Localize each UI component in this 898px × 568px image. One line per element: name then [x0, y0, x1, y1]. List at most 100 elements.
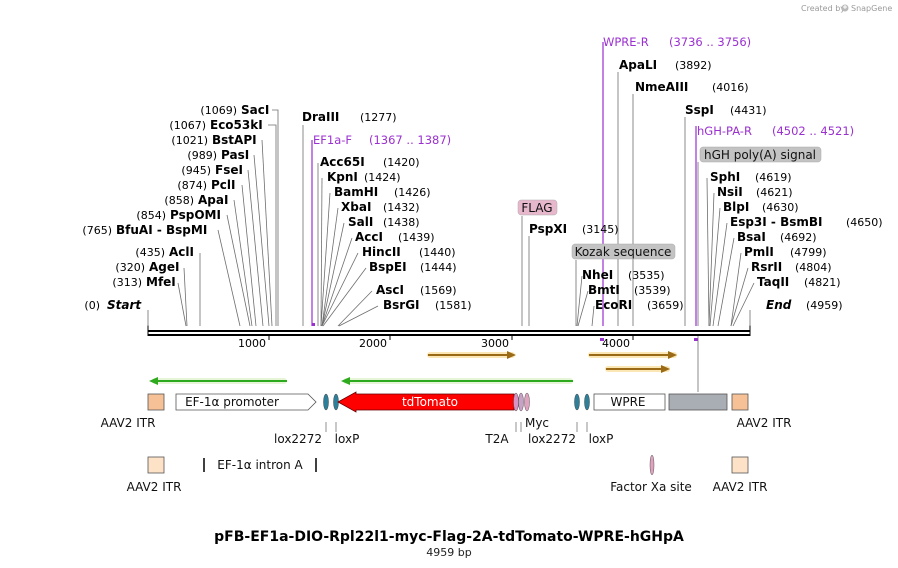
- enzyme-label[interactable]: BmtI: [588, 283, 620, 297]
- aav2-itr-left[interactable]: [147, 393, 165, 411]
- backbone-top-strand: [148, 330, 750, 332]
- site-position: (4431): [730, 104, 767, 117]
- site-position: (3892): [675, 59, 712, 72]
- primer-name[interactable]: WPRE-R: [603, 35, 649, 49]
- ef1a-promoter-arrow[interactable]: [175, 393, 317, 411]
- ruler-label: 1000: [238, 337, 266, 350]
- enzyme-label[interactable]: Eco53kI: [210, 118, 263, 132]
- primer-leaders: [311, 42, 697, 326]
- enzyme-label[interactable]: NsiI: [717, 185, 743, 199]
- plasmid-length: 4959 bp: [426, 546, 471, 559]
- primer-name[interactable]: EF1a-F: [313, 133, 352, 147]
- enzyme-label[interactable]: XbaI: [341, 200, 371, 214]
- ruler-label: 2000: [359, 337, 387, 350]
- wpre-feature[interactable]: WPRE: [593, 393, 666, 411]
- ruler-label: 3000: [481, 337, 509, 350]
- site-position: (1438): [383, 216, 420, 229]
- primer-range: (4502 .. 4521): [772, 124, 854, 138]
- enzyme-label[interactable]: SphI: [710, 170, 740, 184]
- enzyme-label[interactable]: BstAPI: [212, 133, 257, 147]
- kozak-box: [571, 243, 676, 260]
- snapgene-logo-icon: [841, 4, 849, 12]
- leader-sali: [321, 222, 345, 327]
- site-position: (1440): [419, 246, 456, 259]
- enzyme-label[interactable]: ApaI: [198, 193, 228, 207]
- enzyme-label[interactable]: KpnI: [327, 170, 358, 184]
- orf-arrows: [149, 351, 677, 385]
- site-position: (1067): [169, 119, 206, 132]
- site-position: (3659): [647, 299, 684, 312]
- aav2-itr-secondary-right[interactable]: [731, 456, 749, 474]
- site-position: (4692): [780, 231, 817, 244]
- enzyme-label[interactable]: SacI: [241, 103, 269, 117]
- flag-label[interactable]: FLAG: [521, 201, 552, 215]
- site-position: (4821): [804, 276, 841, 289]
- leader-bsrgi: [338, 305, 379, 327]
- site-position: (3535): [628, 269, 665, 282]
- site-position: (1424): [364, 171, 401, 184]
- factor-xa-mark[interactable]: [649, 454, 655, 476]
- enzyme-label[interactable]: BspEI: [369, 260, 407, 274]
- enzyme-label[interactable]: FseI: [215, 163, 243, 177]
- orf-arrowhead-icon: [341, 377, 350, 385]
- enzyme-label[interactable]: AccI: [355, 230, 383, 244]
- enzyme-label[interactable]: SalI: [348, 215, 373, 229]
- leader-xbai: [321, 207, 339, 327]
- left-enzyme-labels: (1069) SacI (1067) Eco53kI (1021) BstAPI…: [82, 103, 269, 312]
- orf-arrowhead-icon: [668, 351, 677, 359]
- t2a-mark[interactable]: [513, 392, 519, 412]
- enzyme-label[interactable]: RsrII: [751, 260, 782, 274]
- enzyme-label[interactable]: Acc65I: [320, 155, 365, 169]
- snapgene-branding[interactable]: Created by SnapGene: [801, 4, 892, 13]
- enzyme-label[interactable]: AscI: [376, 283, 404, 297]
- wpre-label: WPRE: [610, 395, 645, 409]
- enzyme-label[interactable]: DraIII: [302, 110, 339, 124]
- enzyme-label[interactable]: PspOMI: [170, 208, 221, 222]
- lox2272-left-mark[interactable]: [323, 393, 329, 411]
- enzyme-label[interactable]: PspXI: [529, 222, 567, 236]
- enzyme-label[interactable]: HincII: [362, 245, 401, 259]
- enzyme-label[interactable]: AgeI: [149, 260, 179, 274]
- hgh-polya-feature[interactable]: [668, 393, 728, 411]
- enzyme-label[interactable]: AclI: [169, 245, 194, 259]
- site-position: (765): [82, 224, 112, 237]
- flag-mark[interactable]: [518, 392, 524, 412]
- primer-name[interactable]: hGH-PA-R: [697, 124, 752, 138]
- ef1a-promoter-feature[interactable]: EF-1α promoter: [175, 393, 317, 411]
- enzyme-label[interactable]: PclI: [211, 178, 236, 192]
- enzyme-label[interactable]: TaqII: [757, 275, 789, 289]
- ef1a-intron-feature[interactable]: EF-1α intron A: [203, 458, 317, 472]
- leader-blpi: [709, 207, 721, 327]
- site-position: (3145): [582, 223, 619, 236]
- enzyme-label[interactable]: NmeAIII: [635, 80, 688, 94]
- enzyme-label[interactable]: PmlI: [744, 245, 774, 259]
- aav2-itr-right[interactable]: [731, 393, 749, 411]
- loxp-right-mark[interactable]: [584, 393, 590, 411]
- aav2-itr-secondary-left[interactable]: [147, 456, 165, 474]
- enzyme-label[interactable]: PasI: [221, 148, 249, 162]
- enzyme-label[interactable]: BfuAI - BspMI: [116, 223, 207, 237]
- hgh-polya-label[interactable]: hGH poly(A) signal: [704, 148, 816, 162]
- lox2272-right-mark[interactable]: [574, 393, 580, 411]
- tdtomato-feature[interactable]: tdTomato: [337, 391, 515, 413]
- leader-saci: [272, 109, 279, 326]
- enzyme-label[interactable]: EcoRI: [595, 298, 632, 312]
- leader-rsrii: [730, 267, 749, 327]
- ruler-label: 4000: [602, 337, 630, 350]
- wpre-box[interactable]: [593, 393, 666, 411]
- enzyme-label[interactable]: BsaI: [737, 230, 766, 244]
- site-position: (4804): [795, 261, 832, 274]
- enzyme-label[interactable]: BamHI: [334, 185, 378, 199]
- myc-mark[interactable]: [524, 392, 530, 412]
- kozak-label[interactable]: Kozak sequence: [575, 245, 672, 259]
- enzyme-label[interactable]: SspI: [685, 103, 714, 117]
- site-position: (4799): [790, 246, 827, 259]
- enzyme-label[interactable]: NheI: [582, 268, 613, 282]
- enzyme-label[interactable]: BlpI: [723, 200, 749, 214]
- site-position: (4959): [806, 299, 843, 312]
- enzyme-label[interactable]: MfeI: [146, 275, 176, 289]
- enzyme-label[interactable]: Esp3I - BsmBI: [730, 215, 822, 229]
- primer-mark: [600, 338, 604, 341]
- enzyme-label[interactable]: ApaLI: [619, 58, 657, 72]
- enzyme-label[interactable]: BsrGI: [383, 298, 420, 312]
